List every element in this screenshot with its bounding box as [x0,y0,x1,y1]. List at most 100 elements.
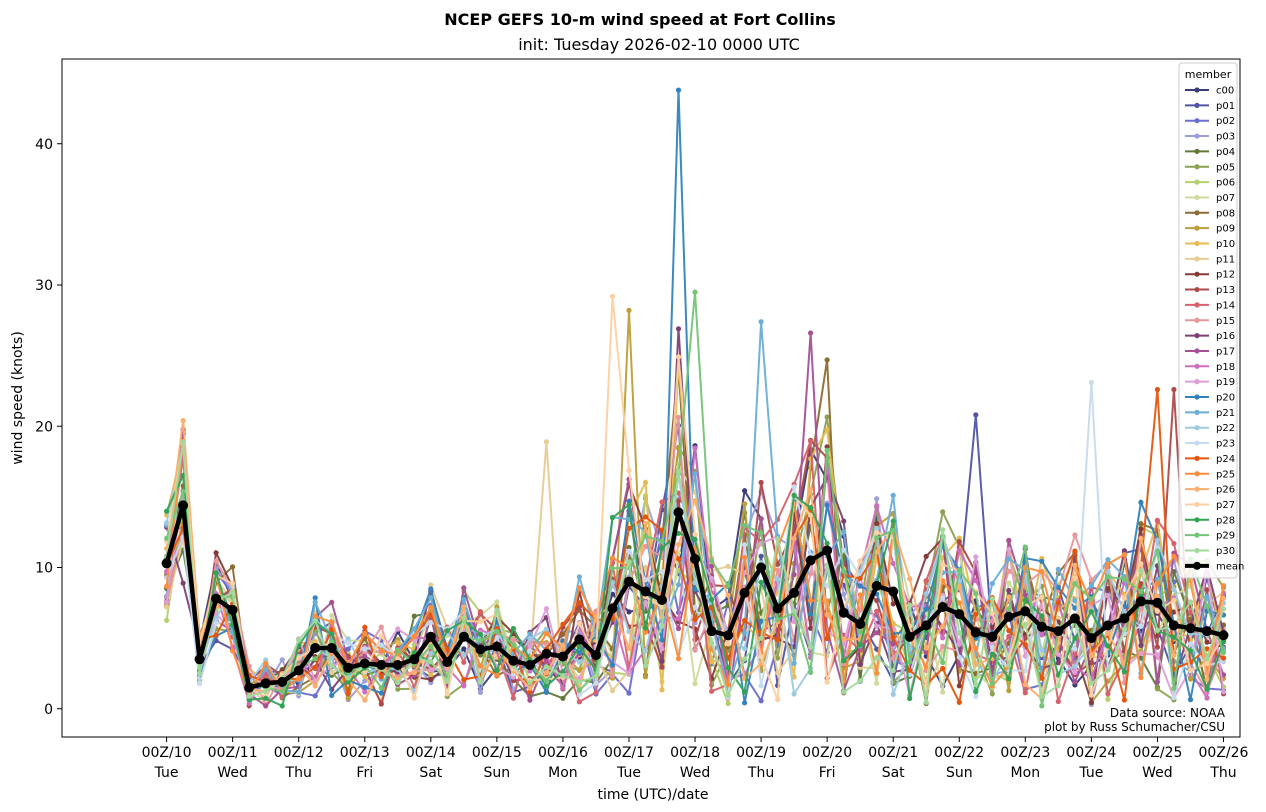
legend-marker [1194,348,1200,354]
legend-item-p01: p01 [1185,101,1235,112]
data-point-mean [723,630,734,641]
data-point-mean [491,641,502,652]
data-point-p30 [444,678,450,684]
data-point-p28 [1187,648,1194,654]
data-point-p25 [725,682,731,688]
data-point-mean [310,643,321,653]
data-point-mean [871,580,882,591]
data-point-p24 [956,699,962,705]
data-point-p05 [775,655,781,661]
legend-label: p01 [1216,101,1235,112]
data-point-p22 [527,636,533,642]
x-tick-label: 00Z/21 [868,745,918,761]
data-point-mean [789,587,800,598]
data-point-p05 [989,691,995,697]
data-point-p23 [973,693,979,699]
data-point-p21 [527,631,533,637]
x-tick-day-label: Thu [285,765,312,781]
data-point-p15 [609,673,616,679]
data-point-mean [161,558,172,569]
data-point-p14 [576,699,583,705]
data-point-p11 [609,688,616,694]
legend-marker [1194,517,1200,523]
data-point-p26 [560,643,566,649]
data-point-p28 [1055,672,1061,678]
data-point-p18 [956,547,962,554]
data-point-p24 [824,635,830,642]
data-point-p19 [874,623,880,629]
legend-item-p04: p04 [1185,147,1235,158]
data-point-p09 [626,307,632,313]
data-point-p20 [626,498,632,504]
data-point-p28 [164,508,170,514]
data-point-p30 [1121,626,1127,633]
data-point-p30 [494,607,500,613]
data-point-p13 [956,539,962,545]
legend-label: p27 [1216,500,1235,511]
data-point-p29 [907,659,913,665]
data-point-p08 [824,357,830,363]
data-point-p30 [940,527,946,533]
data-point-p24 [213,632,219,638]
data-point-p27 [725,641,731,647]
data-point-p23 [989,644,995,651]
data-point-p23 [197,681,203,687]
data-point-p20 [824,502,830,508]
data-point-p14 [1072,651,1078,657]
data-point-p22 [576,659,583,665]
data-point-p07 [692,681,698,687]
data-point-p16 [1138,642,1144,649]
data-point-p17 [874,630,880,636]
data-point-p28 [1006,676,1012,682]
data-point-p09 [1006,688,1012,694]
data-point-p21 [692,471,698,477]
data-point-mean [1168,620,1179,631]
data-point-p16 [675,326,682,332]
data-point-p23 [791,484,797,490]
data-point-p22 [1072,663,1078,669]
data-point-p30 [725,692,731,698]
legend-label: mean [1216,561,1244,572]
data-point-p11 [428,582,434,588]
x-tick-label: 00Z/12 [274,745,324,761]
data-point-p29 [1204,603,1210,609]
data-point-p22 [775,576,781,582]
data-point-mean [343,662,354,673]
data-point-p29 [1039,703,1045,709]
data-point-p22 [874,525,880,531]
legend-marker [1194,333,1200,339]
data-point-p19 [428,667,434,673]
data-point-mean [1152,597,1163,608]
data-point-p19 [1154,652,1160,658]
data-point-p28 [973,688,979,695]
data-point-p28 [675,530,682,536]
data-point-p15 [510,637,516,643]
legend-marker [1194,164,1200,170]
data-point-p21 [742,630,748,636]
data-point-p01 [973,412,979,418]
data-point-p27 [1088,692,1094,698]
data-point-p25 [609,555,616,561]
data-point-p25 [1138,674,1144,681]
legend-label: p03 [1216,132,1235,143]
data-point-p27 [1154,608,1160,614]
data-point-p02 [345,646,351,652]
legend-item-p14: p14 [1185,300,1235,311]
data-point-p29 [1006,606,1012,612]
data-point-p29 [808,669,814,676]
data-point-p20 [923,606,929,612]
data-point-p18 [461,683,467,689]
data-point-p29 [874,535,880,541]
data-point-p28 [1121,669,1127,675]
data-point-p26 [312,683,318,689]
x-tick-label: 00Z/16 [538,745,588,761]
legend-marker [1194,194,1200,201]
data-point-p18 [890,560,896,567]
x-tick-day-label: Tue [616,765,641,781]
data-point-p24 [940,665,946,672]
data-point-p12 [923,553,929,560]
data-point-mean [921,620,932,631]
data-point-p23 [576,692,583,698]
data-point-p28 [1105,643,1111,649]
data-point-p27 [675,354,682,360]
